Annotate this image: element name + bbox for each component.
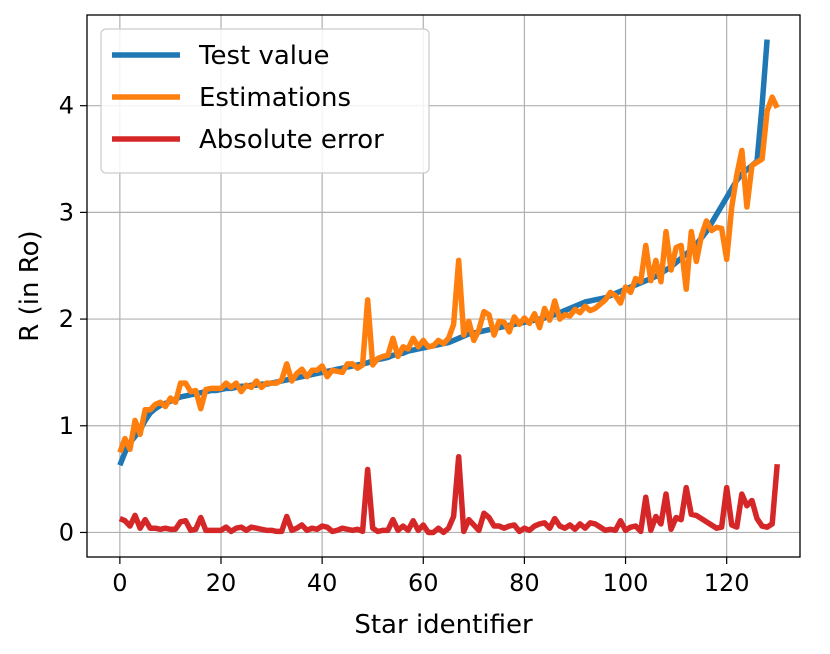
x-tick-label: 0 bbox=[112, 569, 127, 597]
x-tick-label: 120 bbox=[704, 569, 750, 597]
x-axis-label: Star identifier bbox=[354, 610, 533, 640]
y-tick-label: 4 bbox=[59, 92, 74, 120]
y-tick-label: 2 bbox=[59, 305, 74, 333]
legend-label: Absolute error bbox=[199, 125, 384, 155]
legend-box bbox=[100, 28, 430, 174]
y-tick-label: 1 bbox=[59, 412, 74, 440]
series-line-absolute-error bbox=[118, 453, 780, 536]
x-tick-label: 20 bbox=[206, 569, 237, 597]
series-layer bbox=[117, 39, 780, 536]
x-tick-label: 80 bbox=[509, 569, 540, 597]
series-line-estimations bbox=[117, 94, 780, 454]
ticks: 0 20 40 60 80 100 120 0 1 2 3 4 bbox=[59, 92, 750, 597]
plot-frame bbox=[86, 14, 801, 558]
x-tick-label: 100 bbox=[603, 569, 649, 597]
x-tick-label: 60 bbox=[408, 569, 439, 597]
legend-label: Estimations bbox=[199, 83, 351, 113]
legend: Test value Estimations Absolute error bbox=[100, 28, 430, 174]
y-tick-label: 0 bbox=[59, 518, 74, 546]
y-axis-label: R (in Ro) bbox=[15, 230, 45, 341]
legend-label: Test value bbox=[198, 41, 329, 71]
y-tick-label: 3 bbox=[59, 198, 74, 226]
x-tick-label: 40 bbox=[307, 569, 338, 597]
